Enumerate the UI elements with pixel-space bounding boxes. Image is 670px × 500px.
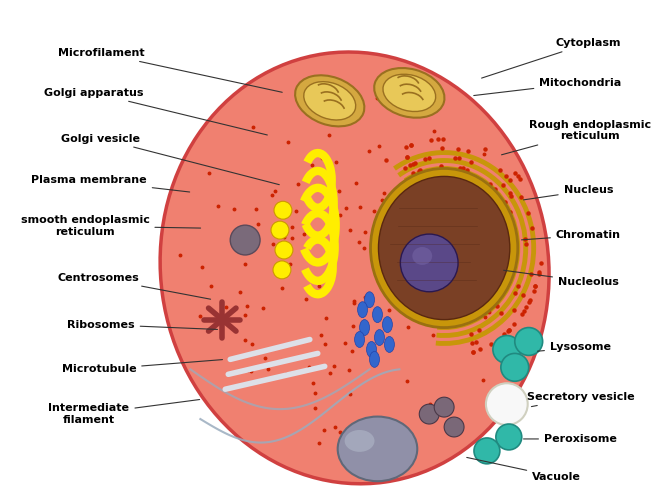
Ellipse shape <box>486 384 528 425</box>
Text: Golgi vesicle: Golgi vesicle <box>62 134 279 184</box>
Ellipse shape <box>370 352 379 368</box>
Text: Secretory vesicle: Secretory vesicle <box>527 392 634 406</box>
Text: Rough endoplasmic
reticulum: Rough endoplasmic reticulum <box>502 120 651 155</box>
Ellipse shape <box>419 404 439 424</box>
Ellipse shape <box>271 221 289 239</box>
Ellipse shape <box>273 261 291 279</box>
Ellipse shape <box>401 234 458 292</box>
Text: Vacuole: Vacuole <box>467 458 581 481</box>
Ellipse shape <box>230 225 260 255</box>
Ellipse shape <box>344 430 375 452</box>
Ellipse shape <box>412 247 432 265</box>
Ellipse shape <box>379 176 510 320</box>
Text: Intermediate
filament: Intermediate filament <box>48 400 200 425</box>
Ellipse shape <box>383 316 393 332</box>
Text: Plasma membrane: Plasma membrane <box>31 176 190 192</box>
Ellipse shape <box>375 330 385 345</box>
Text: Microtubule: Microtubule <box>62 360 222 374</box>
Ellipse shape <box>515 328 543 355</box>
Ellipse shape <box>354 332 364 347</box>
Ellipse shape <box>275 241 293 259</box>
Ellipse shape <box>358 302 368 318</box>
Text: Chromatin: Chromatin <box>521 230 621 240</box>
Ellipse shape <box>366 342 377 357</box>
Ellipse shape <box>434 397 454 417</box>
Text: Nucleus: Nucleus <box>523 186 613 200</box>
Ellipse shape <box>496 424 522 450</box>
Ellipse shape <box>304 82 356 120</box>
Text: Nucleolus: Nucleolus <box>504 270 619 287</box>
Ellipse shape <box>383 74 436 112</box>
Ellipse shape <box>360 320 370 336</box>
Text: Cytoplasm: Cytoplasm <box>482 38 621 78</box>
Ellipse shape <box>385 336 395 352</box>
Text: Lysosome: Lysosome <box>537 342 611 352</box>
Ellipse shape <box>274 202 292 219</box>
Ellipse shape <box>373 306 383 322</box>
Text: Mitochondria: Mitochondria <box>474 78 622 96</box>
Text: Ribosomes: Ribosomes <box>67 320 218 330</box>
Ellipse shape <box>444 417 464 437</box>
Text: Peroxisome: Peroxisome <box>523 434 617 444</box>
Ellipse shape <box>371 168 518 328</box>
Text: Microfilament: Microfilament <box>58 48 282 92</box>
Ellipse shape <box>364 292 375 308</box>
Ellipse shape <box>501 354 529 382</box>
Ellipse shape <box>374 68 444 117</box>
Ellipse shape <box>160 52 549 484</box>
Text: Golgi apparatus: Golgi apparatus <box>44 88 267 135</box>
Ellipse shape <box>295 76 364 126</box>
Text: Centrosomes: Centrosomes <box>57 273 210 299</box>
Ellipse shape <box>474 438 500 464</box>
Text: smooth endoplasmic
reticulum: smooth endoplasmic reticulum <box>21 216 200 237</box>
Ellipse shape <box>493 336 521 363</box>
Ellipse shape <box>338 416 417 481</box>
